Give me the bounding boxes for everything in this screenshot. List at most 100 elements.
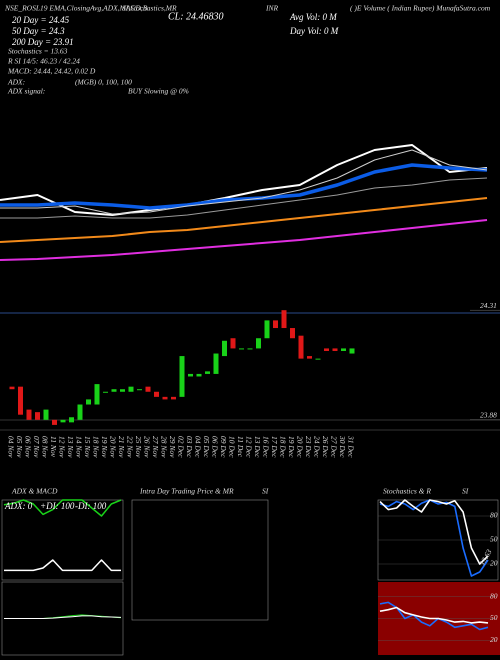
x-tick-label: 27 Nov	[151, 436, 160, 458]
candle	[162, 396, 168, 400]
x-tick-label: 05 Nov	[15, 436, 24, 458]
series-line	[379, 499, 489, 577]
candle	[18, 386, 23, 415]
x-tick-label: 14 Nov	[74, 436, 83, 458]
x-tick-label: 16 Dec	[261, 436, 270, 458]
x-tick-label: 27 Dec	[329, 436, 338, 458]
candle	[9, 386, 15, 390]
ma200: 200 Day = 23.91	[12, 37, 74, 47]
series-line	[0, 149, 488, 215]
series-line	[0, 144, 488, 216]
series-line	[0, 177, 488, 219]
x-tick-label: 23 Dec	[304, 436, 313, 458]
candle	[26, 409, 32, 420]
adx: ADX:	[7, 78, 25, 87]
x-tick-label: 26 Dec	[321, 436, 330, 458]
source: ( )E Volume ( Indian Rupee) MunafaSutra.…	[350, 4, 491, 13]
candle	[154, 391, 159, 397]
candle	[256, 338, 261, 349]
x-tick-label: 15 Nov	[83, 436, 92, 458]
x-tick-label: 17 Dec	[270, 436, 279, 458]
x-tick-label: 31 Dec	[346, 435, 355, 458]
day-volume: Day Vol: 0 M	[289, 26, 339, 36]
x-tick-label: 18 Nov	[91, 436, 100, 458]
x-tick-label: 28 Nov	[159, 436, 168, 458]
y-tick-label: 23.88	[480, 411, 497, 420]
x-tick-label: 30 Dec	[338, 435, 347, 458]
candle	[103, 391, 108, 393]
candle	[341, 348, 346, 351]
candle	[298, 335, 304, 359]
exchange: INR	[265, 4, 279, 13]
x-tick-label: 19 Nov	[100, 436, 109, 458]
close-price: CL: 24.46830	[168, 11, 224, 22]
series-line	[379, 601, 489, 631]
x-tick-label: 02 Dec	[176, 436, 185, 458]
candle	[324, 348, 329, 351]
candle	[188, 373, 193, 377]
y-tick-label: 80	[490, 591, 498, 600]
x-tick-label: 04 Nov	[6, 436, 15, 458]
marks: 24.31 23.88 04 Nov 05 Nov 06 Nov 07 Nov 08 Nov…	[0, 144, 500, 655]
candle	[196, 373, 202, 377]
candle	[230, 338, 236, 349]
x-tick-label: 12 Dec	[244, 436, 253, 458]
ma50: 50 Day = 24.3	[12, 26, 65, 36]
y-tick-label: 20	[490, 635, 498, 644]
candle	[315, 358, 321, 360]
series-line	[0, 197, 488, 243]
y-tick-label: 50	[490, 613, 498, 622]
indicators: NSE_ROSL19 EMA,ClosingAvg,ADX,MACD,B	[4, 4, 148, 13]
x-tick-label: 18 Dec	[278, 436, 287, 458]
candle	[86, 399, 91, 405]
candle	[290, 328, 295, 339]
series-line	[379, 606, 489, 624]
candle	[247, 348, 253, 350]
y-tick-label: 24.31	[480, 301, 497, 310]
macd: MACD: 24.44, 24.42, 0.02 D	[7, 67, 96, 76]
x-tick-label: 11 Nov	[49, 436, 58, 458]
candle	[145, 386, 151, 392]
candle	[171, 396, 176, 400]
y-tick-label: 80	[490, 511, 498, 520]
x-tick-label: 21 Nov	[117, 436, 126, 458]
x-tick-label: 19 Dec	[287, 436, 296, 458]
candle	[35, 412, 40, 420]
adx-annotation: +DI: 100	[40, 501, 75, 511]
panel-title: Stochastics & R	[383, 487, 431, 496]
candle	[205, 371, 210, 374]
candle	[213, 353, 219, 374]
candle	[43, 409, 49, 420]
candle	[52, 419, 57, 425]
candle	[307, 356, 312, 359]
candle	[128, 386, 134, 392]
adx-values: (MGB) 0, 100, 100	[75, 78, 132, 87]
series-line	[4, 615, 122, 619]
candle	[69, 417, 74, 423]
x-tick-label: 07 Nov	[32, 436, 41, 458]
candle	[77, 404, 83, 420]
x-tick-label: 09 Dec	[219, 436, 228, 458]
candle	[281, 310, 287, 329]
stochastics: Stochastics = 13.63	[8, 47, 68, 56]
x-tick-label: 08 Nov	[40, 436, 49, 458]
x-tick-label: 04 Dec	[193, 436, 202, 458]
candle	[273, 320, 278, 329]
adx-annotation: ADX: 0	[4, 501, 33, 511]
x-tick-label: 25 Nov	[134, 436, 143, 458]
x-tick-label: 06 Dec	[210, 436, 219, 458]
series-line	[0, 219, 488, 261]
candle	[94, 384, 100, 405]
x-tick-label: 26 Nov	[142, 436, 151, 458]
x-tick-label: 03 Dec	[185, 436, 194, 458]
intraday-subtitle: SI	[262, 487, 269, 496]
x-tick-label: 24 Dec	[312, 436, 321, 458]
series-line	[3, 499, 122, 517]
x-tick-label: 29 Nov	[168, 436, 177, 458]
panel-title: ADX & MACD	[11, 487, 58, 496]
macd-panel	[1, 581, 124, 656]
intraday-title: Intra Day Trading Price & MR	[139, 487, 234, 496]
x-tick-label: 20 Nov	[108, 436, 117, 458]
x-tick-label: 13 Nov	[66, 436, 75, 458]
series-line	[379, 499, 489, 565]
